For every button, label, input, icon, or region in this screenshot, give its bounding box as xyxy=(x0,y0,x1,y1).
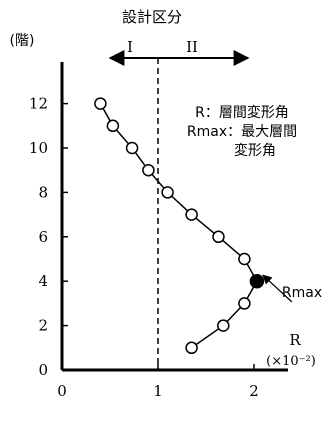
chart-title: 設計区分 xyxy=(122,8,182,26)
x-tick-label: 1 xyxy=(153,382,163,400)
y-tick-label: 12 xyxy=(29,95,48,113)
rmax-data-point xyxy=(249,273,265,289)
data-point xyxy=(212,230,225,244)
x-tick-group: 0 1 2 xyxy=(57,364,259,400)
rmax-callout-label: Rmax xyxy=(282,285,322,301)
y-tick-label: 0 xyxy=(38,361,48,379)
x-axis-unit: (×10⁻²) xyxy=(266,354,316,369)
x-tick-label: 0 xyxy=(57,382,67,400)
legend-line-2: Rmax：最大層間 xyxy=(187,124,297,140)
data-point xyxy=(238,252,251,266)
y-tick-label: 10 xyxy=(29,139,48,157)
data-point xyxy=(185,208,198,221)
region-label-1: I xyxy=(127,38,133,56)
x-axis-label: R xyxy=(289,331,301,349)
y-tick-group: 0 2 4 6 8 10 12 xyxy=(29,95,68,379)
y-tick-label: 6 xyxy=(38,228,48,246)
y-tick-label: 8 xyxy=(38,183,48,201)
x-tick-label: 2 xyxy=(249,382,259,400)
legend-line-3: 変形角 xyxy=(234,142,276,159)
data-point xyxy=(142,163,155,177)
data-point xyxy=(217,319,230,332)
y-axis-label: (階) xyxy=(10,33,35,49)
series-line xyxy=(99,103,258,349)
rmax-callout-arrow xyxy=(262,274,293,303)
data-point xyxy=(94,97,107,110)
region-label-2: II xyxy=(186,38,198,56)
legend-line-1: R：層間変形角 xyxy=(195,104,289,121)
y-tick-label: 2 xyxy=(38,317,48,335)
y-tick-label: 4 xyxy=(38,272,48,290)
data-point xyxy=(185,341,198,355)
data-point xyxy=(106,119,120,133)
data-point xyxy=(125,141,139,155)
data-point xyxy=(161,186,174,199)
data-point-group xyxy=(94,97,265,355)
data-point xyxy=(238,297,251,310)
